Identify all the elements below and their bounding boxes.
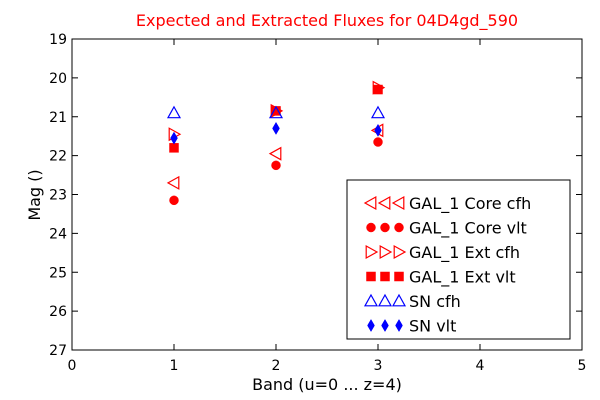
data-point [268,105,284,119]
data-points [166,80,386,206]
y-tick-label: 25 [49,265,67,281]
legend-marker [393,244,407,260]
x-tick-label: 0 [68,358,77,374]
legend-marker [367,319,375,332]
data-point [169,143,179,153]
data-point [373,84,383,95]
data-point [373,137,383,147]
legend-marker [379,244,393,260]
legend-label: SN vlt [409,317,456,336]
legend: GAL_1 Core cfh GAL_1 Core vlt GAL_1 Ext cf… [346,179,571,340]
x-tick-label: 4 [476,358,485,374]
data-point [271,160,281,171]
data-point [169,195,179,206]
legend-marker [380,222,390,233]
y-tick-label: 24 [49,226,67,242]
legend-item: SN cfh [363,292,461,311]
y-tick-label: 23 [49,188,67,204]
y-axis-label: Mag () [25,169,44,220]
legend-marker [366,271,376,282]
legend-item: SN vlt [367,317,456,336]
legend-marker [391,293,407,307]
legend-item: GAL_1 Core vlt [366,219,527,239]
data-point [374,123,382,137]
legend-marker [366,222,376,233]
y-tick-label: 26 [49,304,67,320]
legend-item: GAL_1 Core cfh [363,194,531,214]
legend-marker [363,293,379,307]
legend-marker [395,319,403,332]
data-point [268,146,282,161]
legend-marker [365,244,379,260]
x-tick-label: 1 [170,358,179,374]
legend-marker [381,319,389,332]
legend-label: SN cfh [409,292,461,311]
data-point [272,121,280,135]
data-point [170,131,178,145]
legend-marker [391,195,405,211]
x-tick-label: 5 [578,358,587,374]
legend-item: GAL_1 Ext cfh [365,243,520,263]
legend-marker [394,271,404,282]
legend-marker [380,271,390,282]
legend-marker [377,195,391,211]
legend-label: GAL_1 Ext cfh [409,243,520,263]
chart-title: Expected and Extracted Fluxes for 04D4gd… [136,11,518,31]
x-tick-label: 2 [272,358,281,374]
legend-label: GAL_1 Core cfh [409,194,531,214]
axis-ticks [71,38,583,351]
data-point [166,175,180,190]
legend-label: GAL_1 Core vlt [409,219,527,239]
x-tick-label: 3 [374,358,383,374]
y-tick-label: 27 [49,343,67,359]
y-tick-label: 21 [49,110,67,126]
x-axis-label: Band (u=0 ... z=4) [252,375,402,394]
legend-label: GAL_1 Ext vlt [409,268,516,288]
legend-item: GAL_1 Ext vlt [366,268,516,288]
legend-marker [394,222,404,233]
legend-marker [377,293,393,307]
y-tick-label: 19 [49,32,67,48]
data-point [166,105,182,119]
data-point [370,105,386,119]
y-tick-label: 20 [49,71,67,87]
y-tick-label: 22 [49,149,67,165]
legend-marker [363,195,377,211]
